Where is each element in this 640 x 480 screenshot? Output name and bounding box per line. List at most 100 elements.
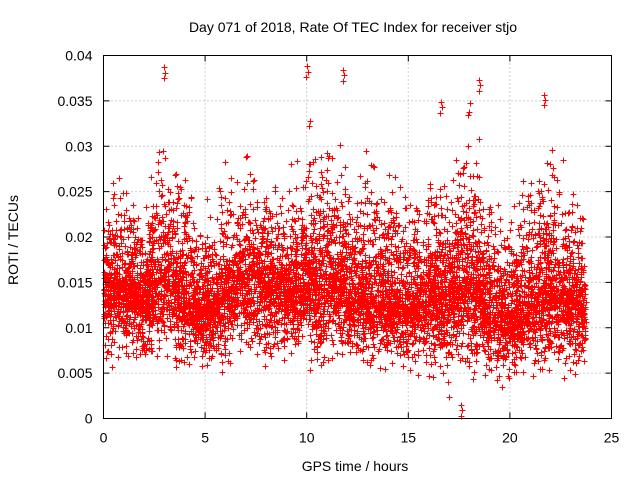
data-point — [423, 352, 430, 359]
data-point — [441, 183, 448, 190]
data-point — [425, 203, 432, 210]
data-point — [250, 178, 257, 185]
data-point — [217, 188, 224, 195]
data-point — [483, 362, 490, 369]
data-point — [571, 238, 578, 245]
data-point — [480, 206, 487, 213]
data-point — [354, 200, 361, 207]
data-point — [110, 180, 117, 187]
data-point — [495, 249, 502, 256]
data-point — [261, 199, 268, 206]
data-point — [379, 336, 386, 343]
data-point — [207, 214, 214, 221]
data-point — [156, 149, 163, 156]
data-point — [108, 342, 115, 349]
data-point — [437, 363, 444, 370]
data-point — [334, 179, 341, 186]
data-point — [146, 239, 153, 246]
chart-title: Day 071 of 2018, Rate Of TEC Index for r… — [189, 19, 517, 35]
data-point — [534, 350, 541, 357]
data-point — [174, 200, 181, 207]
data-point — [374, 200, 381, 207]
data-point — [289, 202, 296, 209]
data-point — [149, 234, 156, 241]
data-point — [280, 247, 287, 254]
data-point — [494, 377, 501, 384]
data-point — [228, 175, 235, 182]
data-point — [107, 239, 114, 246]
data-point — [473, 214, 480, 221]
data-point — [227, 212, 234, 219]
data-point — [290, 203, 297, 210]
data-point — [254, 226, 261, 233]
data-point — [116, 175, 123, 182]
data-point — [456, 182, 463, 189]
data-point — [260, 235, 267, 242]
data-point — [122, 243, 129, 250]
data-point — [337, 142, 344, 149]
data-point — [143, 204, 150, 211]
data-point — [385, 260, 392, 267]
data-point — [369, 352, 376, 359]
data-point — [476, 136, 483, 143]
data-point — [218, 225, 225, 232]
data-point — [105, 219, 112, 226]
data-point — [397, 184, 404, 191]
data-point — [137, 351, 144, 358]
data-point — [548, 197, 555, 204]
data-point — [492, 231, 499, 238]
data-point — [389, 233, 396, 240]
data-point — [311, 226, 318, 233]
data-point — [502, 295, 509, 302]
data-point — [156, 337, 163, 344]
data-point — [162, 155, 169, 162]
data-point — [153, 180, 160, 187]
data-point — [323, 263, 330, 270]
data-point — [497, 216, 504, 223]
data-point — [117, 195, 124, 202]
data-point — [364, 211, 371, 218]
data-point — [191, 225, 198, 232]
x-axis-label: GPS time / hours — [302, 458, 409, 474]
data-point — [220, 253, 227, 260]
data-point — [446, 394, 453, 401]
data-point — [155, 169, 162, 176]
data-point — [433, 232, 440, 239]
data-point — [127, 218, 134, 225]
data-point — [357, 173, 364, 180]
data-point — [222, 195, 229, 202]
data-point — [547, 213, 554, 220]
data-point — [474, 349, 481, 356]
data-point — [156, 345, 163, 352]
data-point — [528, 180, 535, 187]
data-point — [293, 185, 300, 192]
data-point — [297, 205, 304, 212]
data-point — [350, 256, 357, 263]
data-point — [443, 193, 450, 200]
data-point — [321, 354, 328, 361]
data-point — [281, 357, 288, 364]
data-point — [563, 261, 570, 268]
data-point — [465, 254, 472, 261]
data-point — [392, 243, 399, 250]
data-point — [146, 328, 153, 335]
data-point — [551, 203, 558, 210]
data-point — [221, 342, 228, 349]
data-point — [581, 358, 588, 365]
data-point — [407, 367, 414, 374]
data-point — [454, 195, 461, 202]
data-point — [320, 189, 327, 196]
data-point — [173, 171, 180, 178]
data-point — [342, 164, 349, 171]
data-point — [550, 165, 557, 172]
data-point — [320, 224, 327, 231]
data-point — [324, 167, 331, 174]
y-axis-label: ROTI / TECUs — [5, 195, 21, 285]
data-point — [280, 224, 287, 231]
data-point — [318, 169, 325, 176]
data-point — [430, 374, 437, 381]
data-point — [459, 340, 466, 347]
data-point — [531, 219, 538, 226]
data-point — [395, 244, 402, 251]
